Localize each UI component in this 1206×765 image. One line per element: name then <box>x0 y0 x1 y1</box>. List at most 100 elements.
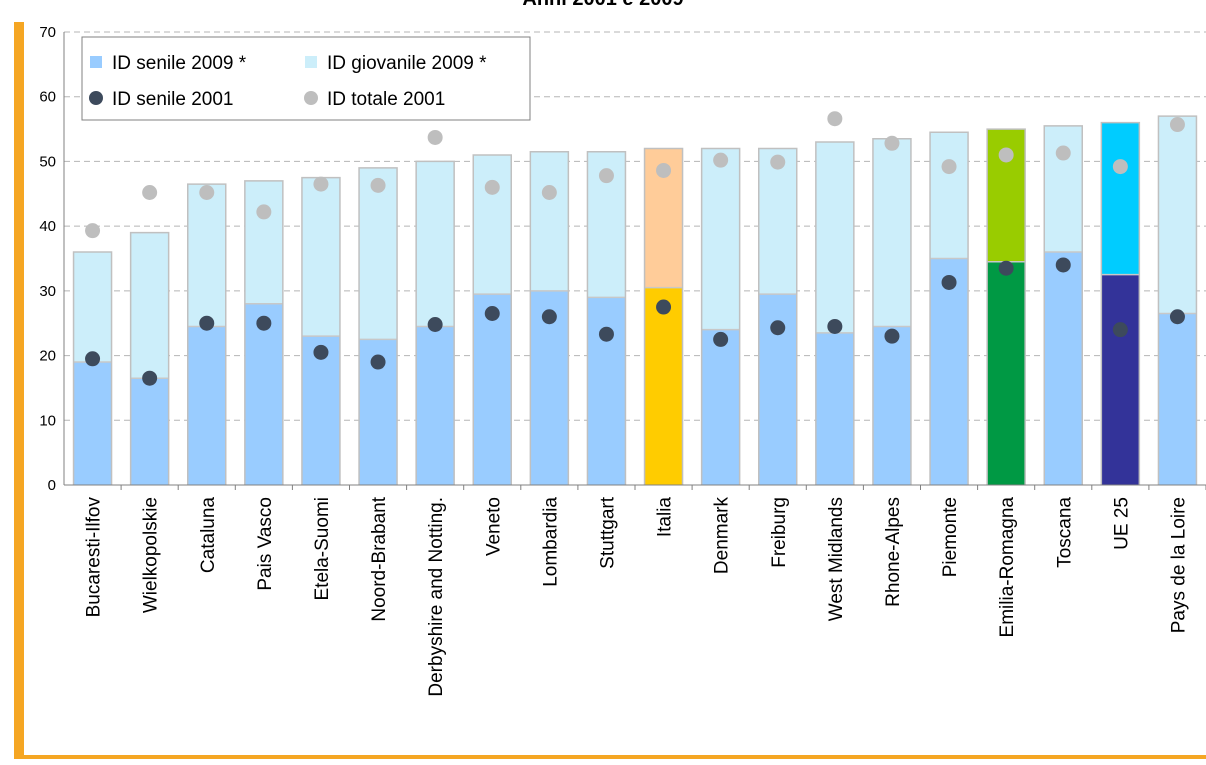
bar-outline <box>415 160 455 485</box>
bar-outline <box>244 180 284 485</box>
point-id-totale-2001 <box>142 184 158 200</box>
point-id-totale-2001 <box>598 168 614 184</box>
point-id-totale-2001 <box>770 154 786 170</box>
bottom-accent-bar <box>14 755 1206 759</box>
point-id-totale-2001 <box>656 162 672 178</box>
x-tick-label: Etela-Suomi <box>312 497 333 601</box>
bar-id-giovanile-2009 <box>187 184 226 327</box>
bar-outline <box>929 131 969 485</box>
point-id-totale-2001 <box>884 135 900 151</box>
x-tick-label: Lombardia <box>540 497 561 587</box>
point-id-senile-2001 <box>713 331 729 347</box>
point-id-totale-2001 <box>1112 159 1128 175</box>
x-tick-label: Pais Vasco <box>255 497 276 591</box>
bar-outline <box>986 128 1026 485</box>
x-tick-label: Rhone-Alpes <box>883 497 904 607</box>
x-tick-label: Bucaresti-Ilfov <box>84 497 105 618</box>
point-id-totale-2001 <box>370 177 386 193</box>
axes: 0 10 20 30 40 50 60 70 Bucaresti-Ilfov Wielkopols… <box>39 24 1206 697</box>
legend: ID senile 2009 * ID giovanile 2009 * ID se… <box>81 36 531 121</box>
bar-id-senile-2009 <box>1101 274 1140 485</box>
bar-outline <box>1043 125 1083 485</box>
point-id-totale-2001 <box>484 179 500 195</box>
bar-outline <box>586 150 627 485</box>
point-id-senile-2001 <box>1055 257 1071 273</box>
bar-id-giovanile-2009 <box>701 148 740 330</box>
x-tick-label: Emilia-Romagna <box>997 497 1018 638</box>
bar-id-giovanile-2009 <box>530 151 569 291</box>
bar-outline <box>187 183 227 485</box>
bar-id-senile-2009 <box>930 258 969 485</box>
legend-swatch <box>304 91 318 105</box>
y-tick-label: 60 <box>39 89 56 106</box>
bars <box>72 115 1198 485</box>
x-tick-label: Derbyshire and Notting. <box>426 497 447 697</box>
point-id-senile-2001 <box>541 309 557 325</box>
point-id-senile-2001 <box>427 317 443 333</box>
legend-item-id-senile-2001: ID senile 2001 <box>89 89 233 110</box>
y-tick-label: 50 <box>39 153 56 170</box>
bar-id-senile-2009 <box>815 332 854 485</box>
point-id-senile-2001 <box>1112 322 1128 338</box>
y-tick-label: 20 <box>39 348 56 365</box>
point-id-totale-2001 <box>713 152 729 168</box>
bar-outline <box>1157 115 1198 485</box>
point-id-senile-2001 <box>85 351 101 367</box>
bar-outline <box>72 251 113 485</box>
x-tick-label: Noord-Brabant <box>369 496 390 621</box>
legend-swatch <box>89 91 103 105</box>
point-id-totale-2001 <box>199 184 215 200</box>
bar-id-giovanile-2009 <box>244 180 283 304</box>
bar-id-senile-2009 <box>872 326 911 485</box>
y-tick-label: 70 <box>39 24 56 41</box>
bar-id-senile-2009 <box>987 261 1026 485</box>
point-id-senile-2001 <box>998 260 1014 276</box>
point-id-senile-2001 <box>656 299 672 315</box>
point-id-senile-2001 <box>142 370 158 386</box>
bar-id-senile-2009 <box>73 362 112 485</box>
bar-id-senile-2009 <box>301 336 340 485</box>
y-tick-label: 40 <box>39 218 56 235</box>
x-tick-label: Piemonte <box>940 497 961 577</box>
point-id-totale-2001 <box>998 147 1014 163</box>
bar-outline <box>358 167 398 485</box>
point-id-totale-2001 <box>256 204 272 220</box>
point-id-totale-2001 <box>941 159 957 175</box>
bar-outline <box>700 147 741 485</box>
bar-id-giovanile-2009 <box>130 232 169 379</box>
point-id-senile-2001 <box>370 354 386 370</box>
x-tick-label: Italia <box>655 497 676 538</box>
bar-outline <box>643 147 684 485</box>
point-id-totale-2001 <box>85 223 101 239</box>
bar-id-giovanile-2009 <box>301 177 340 337</box>
bar-id-senile-2009 <box>187 326 226 485</box>
point-id-senile-2001 <box>598 326 614 342</box>
point-id-totale-2001 <box>827 111 843 127</box>
x-tick-label: Veneto <box>483 497 504 556</box>
bar-id-giovanile-2009 <box>359 167 398 340</box>
bar-id-giovanile-2009 <box>1158 116 1197 314</box>
bar-id-giovanile-2009 <box>473 154 512 295</box>
data-points <box>85 111 1185 386</box>
x-tick-label: UE 25 <box>1111 497 1132 550</box>
x-tick-label: Cataluna <box>198 497 219 573</box>
bar-id-giovanile-2009 <box>416 161 455 327</box>
bar-outline <box>472 154 512 485</box>
x-tick-label: Denmark <box>712 497 733 575</box>
left-accent-bar <box>14 22 24 759</box>
point-id-senile-2001 <box>484 306 500 322</box>
bar-id-senile-2009 <box>416 326 455 485</box>
point-id-senile-2001 <box>313 344 329 360</box>
legend-label: ID senile 2009 * <box>112 53 247 74</box>
x-tick-label: Wielkopolskie <box>141 497 162 613</box>
legend-item-id-giovanile-2009: ID giovanile 2009 * <box>305 53 487 74</box>
legend-label: ID totale 2001 <box>327 89 445 110</box>
point-id-totale-2001 <box>541 184 557 200</box>
x-tick-label: Stuttgart <box>597 496 618 569</box>
y-tick-label: 30 <box>39 283 56 300</box>
bar-outline <box>129 231 170 485</box>
bar-id-giovanile-2009 <box>1044 125 1083 253</box>
bar-outline <box>815 141 855 485</box>
point-id-senile-2001 <box>1169 309 1185 325</box>
